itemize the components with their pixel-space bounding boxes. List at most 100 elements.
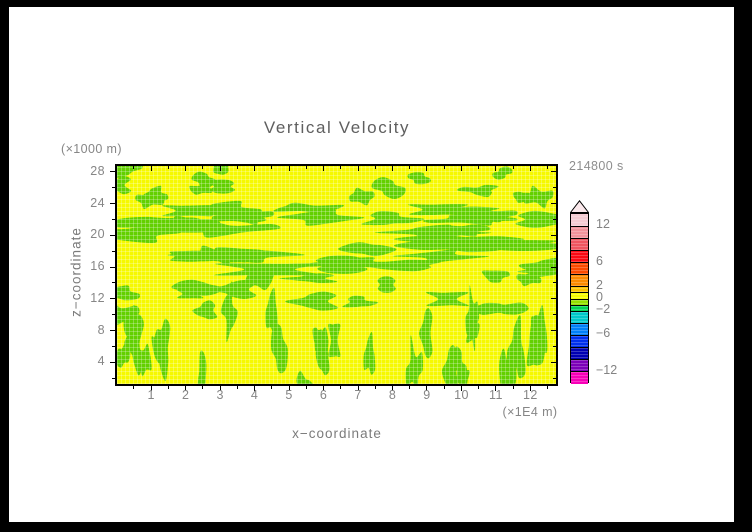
colorbar-band-divider <box>571 225 588 227</box>
z-axis-tick-inner <box>551 266 556 268</box>
z-axis-tick-inner <box>551 298 556 300</box>
x-axis-minor-tick-inner <box>202 166 204 169</box>
z-axis-minor-tick <box>112 250 115 252</box>
colorbar-band-divider <box>571 334 588 336</box>
colorbar-overflow-triangle-icon <box>570 200 589 213</box>
plot-title: Vertical Velocity <box>263 118 411 137</box>
colorbar-band <box>571 262 588 275</box>
z-axis-minor-tick-inner <box>553 345 556 347</box>
x-axis-minor-tick <box>133 386 135 389</box>
colorbar-tick-label: 6 <box>596 253 603 268</box>
x-axis-tick-label: 7 <box>354 388 362 402</box>
z-axis-minor-tick <box>112 187 115 189</box>
x-axis-tick-inner <box>357 166 359 171</box>
x-axis-tick <box>150 386 152 391</box>
colorbar-band-divider <box>571 237 588 239</box>
colorbar-band-divider <box>571 347 588 349</box>
x-axis-minor-tick-inner <box>409 166 411 169</box>
z-axis-tick-inner <box>551 171 556 173</box>
x-axis-tick-inner <box>426 166 428 171</box>
z-axis-minor-tick-inner <box>553 250 556 252</box>
z-axis-tick-inner <box>551 203 556 205</box>
x-axis-minor-tick <box>547 386 549 389</box>
x-axis-minor-tick <box>478 386 480 389</box>
x-axis-minor-tick-inner <box>512 166 514 169</box>
z-axis-tick-label: 16 <box>90 259 105 274</box>
x-axis-minor-tick <box>409 386 411 389</box>
colorbar-band <box>571 274 588 287</box>
x-axis-tick-label: 11 <box>489 388 503 402</box>
velocity-field-image <box>117 166 556 384</box>
x-axis-tick <box>254 386 256 391</box>
colorbar-tick-label: −2 <box>596 302 611 317</box>
z-axis-minor-tick <box>112 314 115 316</box>
colorbar-band-divider <box>571 310 588 312</box>
x-axis-minor-tick <box>236 386 238 389</box>
colorbar-tick-label: 0 <box>596 290 603 304</box>
plot-area <box>115 164 558 386</box>
colorbar-band <box>571 323 588 336</box>
colorbar-band <box>571 359 588 372</box>
x-axis-tick-inner <box>460 166 462 171</box>
z-axis-minor-tick <box>112 219 115 220</box>
x-axis-tick <box>323 386 325 391</box>
z-axis-minor-tick-inner <box>553 219 556 220</box>
x-axis-tick <box>460 386 462 391</box>
colorbar-band <box>571 226 588 239</box>
x-axis-tick-inner <box>495 166 497 171</box>
colorbar-tick-label: 12 <box>596 217 610 232</box>
x-axis-minor-tick <box>305 386 307 389</box>
z-axis-tick-inner <box>551 234 556 236</box>
z-axis-minor-tick <box>112 345 115 347</box>
x-axis-minor-tick-inner <box>133 166 135 169</box>
z-axis-tick <box>110 203 115 205</box>
colorbar-band <box>571 299 588 306</box>
z-axis-tick <box>110 171 115 173</box>
x-axis-unit-label: (×1E4 m) <box>502 405 558 419</box>
x-axis-tick <box>185 386 187 391</box>
x-axis-minor-tick <box>340 386 342 389</box>
x-axis-minor-tick-inner <box>443 166 445 169</box>
x-axis-tick <box>219 386 221 391</box>
x-axis-minor-tick <box>271 386 273 389</box>
x-axis-tick <box>495 386 497 391</box>
z-axis-tick-label: 8 <box>97 322 105 337</box>
x-axis-tick-label: 4 <box>250 388 259 402</box>
z-axis-tick-label: 12 <box>90 290 105 305</box>
colorbar-band <box>571 238 588 251</box>
colorbar-band <box>571 250 588 263</box>
x-axis-tick-inner <box>288 166 290 171</box>
colorbar-tick-label: 2 <box>596 277 603 292</box>
colorbar-band-divider <box>571 371 588 373</box>
z-axis-minor-tick-inner <box>553 314 556 316</box>
x-axis-minor-tick <box>167 386 169 389</box>
x-axis-minor-tick-inner <box>478 166 480 169</box>
colorbar-band <box>571 305 588 312</box>
colorbar-band-divider <box>571 292 588 294</box>
colorbar-band-divider <box>571 249 588 251</box>
x-axis-label: x−coordinate <box>292 426 382 441</box>
x-axis-minor-tick <box>512 386 514 389</box>
colorbar-band <box>571 347 588 360</box>
x-axis-minor-tick <box>443 386 445 389</box>
colorbar-band-divider <box>571 304 588 306</box>
colorbar-band-divider <box>571 322 588 324</box>
z-axis-tick-label: 20 <box>90 227 105 242</box>
x-axis-tick-inner <box>219 166 221 171</box>
x-axis-tick-label: 2 <box>181 388 190 402</box>
x-axis-tick-label: 5 <box>285 388 293 402</box>
z-axis-tick <box>110 266 115 268</box>
x-axis-tick-label: 9 <box>423 388 431 402</box>
z-axis-tick-inner <box>551 330 556 331</box>
colorbar-band <box>571 335 588 348</box>
z-axis-tick <box>110 234 115 236</box>
x-axis-tick <box>288 386 290 391</box>
x-axis-tick <box>426 386 428 391</box>
colorbar-band <box>571 286 588 293</box>
x-axis-tick <box>357 386 359 391</box>
colorbar <box>570 213 589 384</box>
x-axis-minor-tick-inner <box>236 166 238 169</box>
x-axis-minor-tick-inner <box>547 166 549 169</box>
z-axis-minor-tick-inner <box>553 377 556 379</box>
